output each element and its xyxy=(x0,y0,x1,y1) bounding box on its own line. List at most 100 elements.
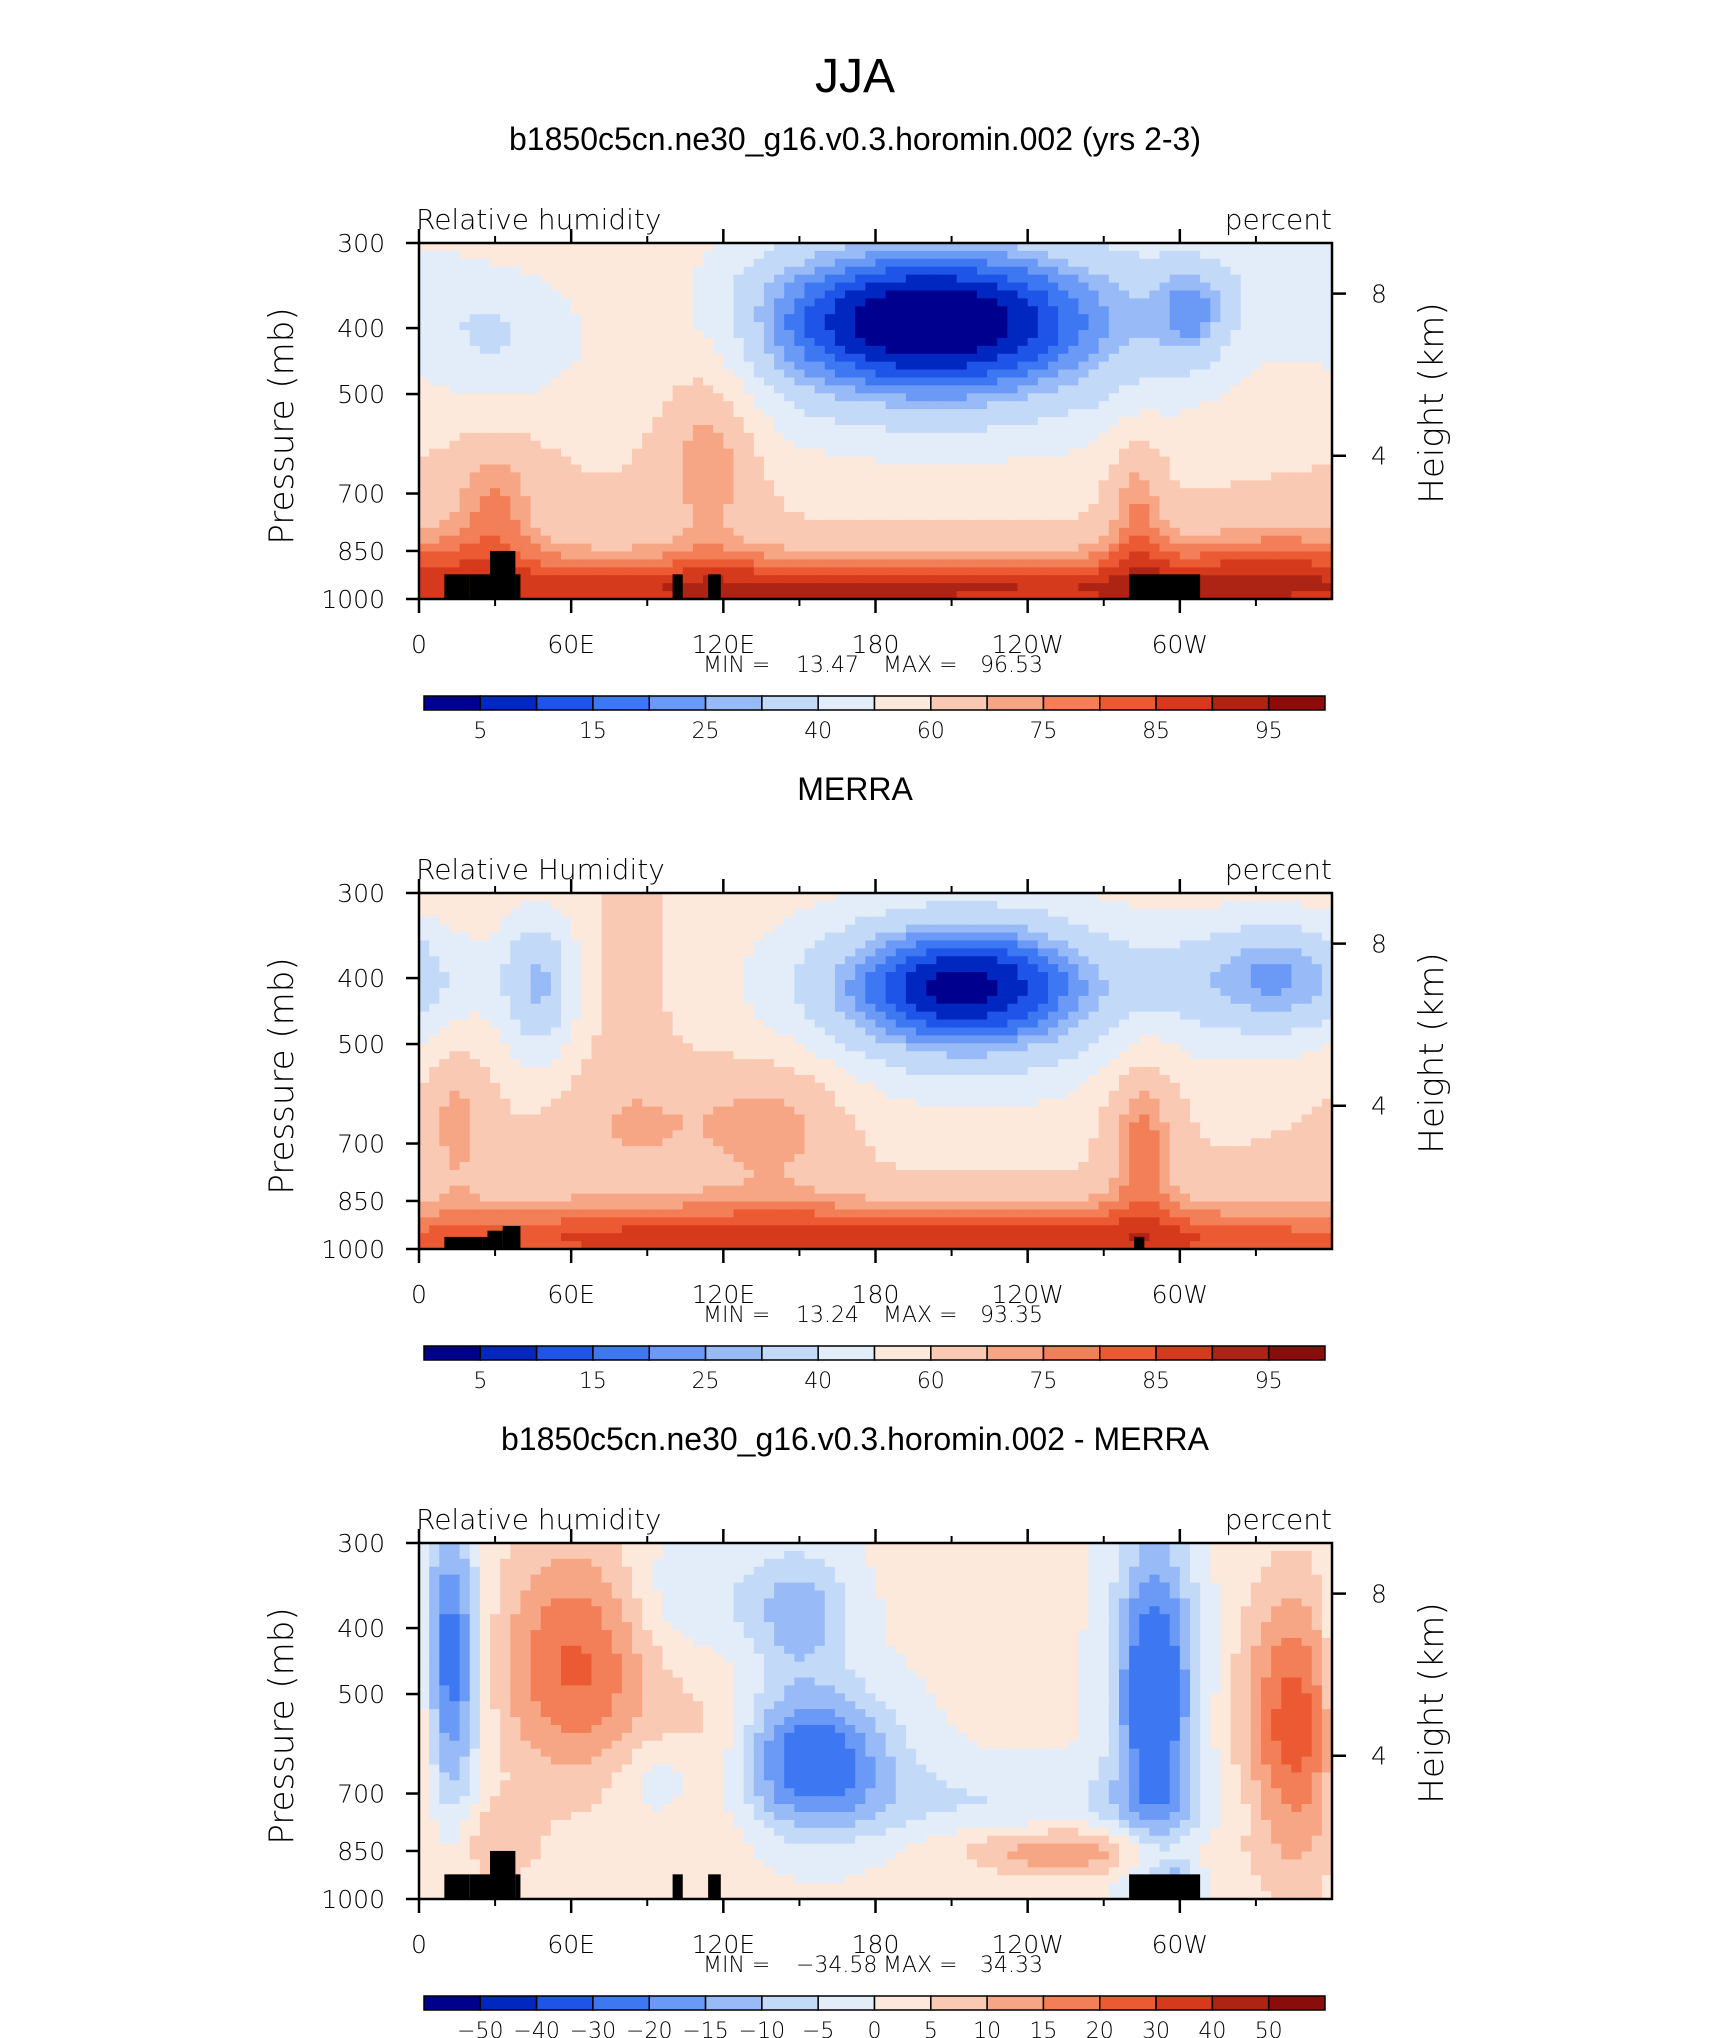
colorbar-box xyxy=(1267,1995,1326,2011)
colorbar-box xyxy=(1211,695,1270,711)
panel-title: MERRA xyxy=(797,771,913,807)
colorbar-box xyxy=(761,695,819,711)
colorbar-label: 25 xyxy=(692,719,720,744)
colorbar-label: 95 xyxy=(1255,1369,1283,1394)
colorbar-box xyxy=(535,695,594,711)
colorbar-box xyxy=(1099,1345,1157,1361)
max-label: MAX = xyxy=(883,653,958,678)
terrain-mask xyxy=(502,1225,521,1249)
colorbar-box xyxy=(704,1995,763,2011)
contour-field xyxy=(419,893,1332,1249)
left-string: Relative humidity xyxy=(416,1503,661,1536)
right-string: percent xyxy=(1225,203,1332,236)
terrain-mask xyxy=(490,550,516,599)
min-value: −34.58 xyxy=(796,1953,877,1978)
terrain-mask xyxy=(490,1850,516,1899)
colorbar-label: 60 xyxy=(917,719,945,744)
y-tick-label: 400 xyxy=(337,314,385,343)
panel-title: b1850c5cn.ne30_g16.v0.3.horomin.002 (yrs… xyxy=(509,121,1201,157)
y-tick-label: 500 xyxy=(337,1680,385,1709)
max-label: MAX = xyxy=(883,1953,958,1978)
colorbar-label: −30 xyxy=(570,2019,616,2038)
height-tick-label: 4 xyxy=(1371,442,1387,471)
x-tick-label: 120E xyxy=(692,1930,756,1959)
y-tick-label: 300 xyxy=(337,1529,385,1558)
figure-season-title: JJA xyxy=(815,50,895,103)
terrain-mask xyxy=(444,1874,470,1899)
terrain-mask xyxy=(1134,1236,1145,1249)
colorbar-box xyxy=(930,1995,988,2011)
colorbar-box xyxy=(817,695,876,711)
right-string: percent xyxy=(1225,1503,1332,1536)
colorbar-box xyxy=(535,1995,594,2011)
colorbar-box xyxy=(1211,1345,1270,1361)
colorbar-box xyxy=(1211,1995,1270,2011)
colorbar-label: 0 xyxy=(868,2019,882,2038)
colorbar-box xyxy=(648,1345,707,1361)
colorbar-label: 95 xyxy=(1255,719,1283,744)
colorbar-box xyxy=(1042,1345,1101,1361)
max-label: MAX = xyxy=(883,1303,958,1328)
colorbar-label: 20 xyxy=(1086,2019,1114,2038)
y-axis-label: Pressure (mb) xyxy=(262,1607,302,1844)
colorbar-box xyxy=(1042,1995,1101,2011)
terrain-mask xyxy=(708,574,721,599)
colorbar-box xyxy=(1267,1345,1326,1361)
left-string: Relative humidity xyxy=(416,203,661,236)
y-tick-label: 700 xyxy=(337,1130,385,1159)
right-string: percent xyxy=(1225,853,1332,886)
chart-panel-1: b1850c5cn.ne30_g16.v0.3.horomin.002 (yrs… xyxy=(262,121,1452,744)
right-axis-label: Height (km) xyxy=(1412,1602,1452,1803)
y-tick-label: 700 xyxy=(337,480,385,509)
colorbar-label: 50 xyxy=(1255,2019,1283,2038)
x-tick-label: 0 xyxy=(411,1930,427,1959)
y-axis-label: Pressure (mb) xyxy=(262,307,302,544)
colorbar-box xyxy=(1099,1995,1157,2011)
height-tick-label: 8 xyxy=(1371,930,1387,959)
colorbar-box xyxy=(479,695,538,711)
min-value: 13.24 xyxy=(796,1303,859,1328)
x-tick-label: 120W xyxy=(991,630,1063,659)
y-tick-label: 1000 xyxy=(321,1885,385,1914)
colorbar-box xyxy=(761,1995,819,2011)
colorbar-box xyxy=(817,1345,876,1361)
chart-panel-2: MERRA Relative Humidity percent 0 60E 120E 180… xyxy=(262,771,1452,1394)
colorbar-box xyxy=(986,695,1045,711)
terrain-mask xyxy=(482,1236,488,1249)
terrain-mask xyxy=(444,574,470,599)
colorbar-label: 75 xyxy=(1029,719,1057,744)
y-tick-label: 400 xyxy=(337,1614,385,1643)
x-tick-label: 0 xyxy=(411,1280,427,1309)
colorbar-label: 25 xyxy=(692,1369,720,1394)
colorbar-label: 85 xyxy=(1142,719,1170,744)
colorbar-box xyxy=(817,1995,876,2011)
colorbar-box xyxy=(704,1345,763,1361)
terrain-mask xyxy=(672,1874,683,1899)
colorbar-label: 40 xyxy=(1198,2019,1226,2038)
y-tick-label: 850 xyxy=(337,1187,385,1216)
max-value: 34.33 xyxy=(980,1953,1043,1978)
y-axis-label: Pressure (mb) xyxy=(262,957,302,1194)
terrain-mask xyxy=(672,574,683,599)
colorbar-box xyxy=(1155,695,1214,711)
y-tick-label: 500 xyxy=(337,380,385,409)
colorbar-label: −15 xyxy=(682,2019,728,2038)
colorbar-box xyxy=(930,1345,988,1361)
y-tick-label: 1000 xyxy=(321,1235,385,1264)
x-tick-label: 60W xyxy=(1152,630,1209,659)
colorbar-box xyxy=(479,1995,538,2011)
x-tick-label: 60W xyxy=(1152,1930,1209,1959)
contour-field xyxy=(419,1543,1332,1899)
colorbar-label: 40 xyxy=(804,1369,832,1394)
colorbar-box xyxy=(873,1995,932,2011)
colorbar-box xyxy=(479,1345,538,1361)
colorbar-label: −5 xyxy=(802,2019,834,2038)
colorbar-box xyxy=(423,695,482,711)
colorbar-box xyxy=(1155,1345,1214,1361)
terrain-mask xyxy=(515,574,521,599)
colorbar-box xyxy=(592,1995,650,2011)
colorbar-label: 15 xyxy=(579,1369,607,1394)
colorbar-box xyxy=(648,1995,707,2011)
colorbar-box xyxy=(986,1995,1045,2011)
